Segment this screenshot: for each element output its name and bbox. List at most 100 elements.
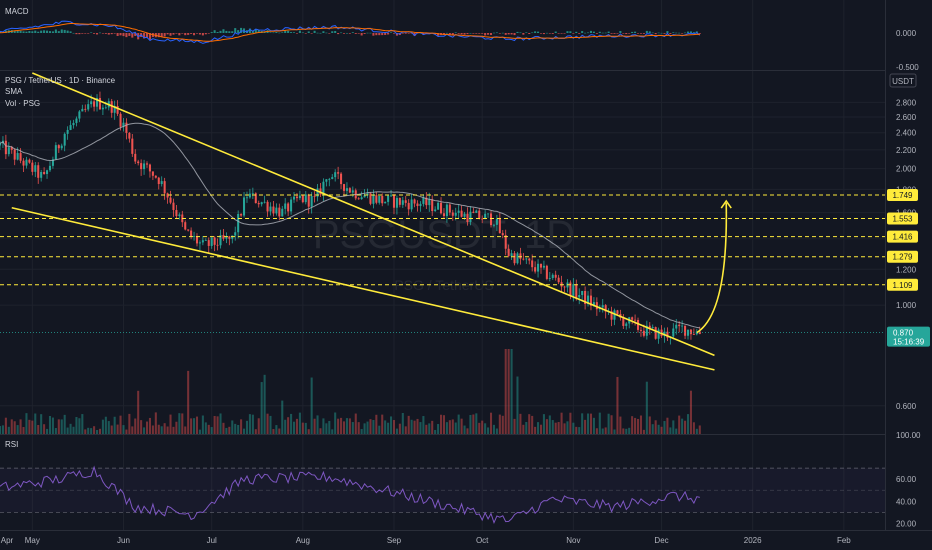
macd-histogram-bar	[654, 33, 657, 35]
currency-badge[interactable]: USDT	[892, 77, 914, 86]
sma-line	[0, 122, 700, 329]
volume-bar	[622, 428, 625, 434]
macd-histogram-bar	[201, 33, 204, 36]
volume-bar	[457, 414, 460, 434]
candle-body	[434, 209, 437, 212]
wedge-trendline[interactable]	[32, 72, 715, 357]
candle-body	[51, 159, 54, 166]
macd-pane[interactable]	[0, 20, 701, 44]
macd-axis-label: 0.000	[896, 29, 917, 38]
volume-bar	[57, 419, 60, 434]
candle-body	[613, 310, 616, 320]
volume-bar	[313, 418, 316, 434]
macd-histogram-bar	[81, 33, 84, 34]
rsi-line	[0, 465, 700, 524]
candle-body	[225, 236, 228, 239]
macd-histogram-bar	[537, 31, 540, 33]
macd-histogram-bar	[378, 33, 381, 36]
macd-histogram-bar	[93, 33, 96, 34]
macd-histogram-bar	[660, 32, 663, 34]
macd-histogram-bar	[631, 31, 634, 33]
price-pane[interactable]	[0, 72, 885, 434]
time-axis-label: Apr	[1, 536, 14, 545]
candle-body	[143, 163, 146, 170]
candle-body	[151, 171, 154, 176]
candle-body	[331, 177, 334, 179]
macd-histogram-bar	[578, 33, 581, 34]
price-axis-label: 1.000	[896, 301, 917, 310]
candle-body	[425, 197, 428, 206]
volume-bar	[366, 421, 369, 434]
macd-histogram-bar	[351, 32, 354, 33]
volume-bar	[472, 414, 475, 434]
candle-body	[692, 334, 695, 335]
volume-bar	[669, 427, 672, 434]
time-axis-label: 2026	[744, 536, 762, 545]
volume-bar	[601, 428, 604, 434]
macd-histogram-bar	[419, 32, 422, 34]
volume-bar	[557, 422, 560, 434]
macd-histogram-bar	[413, 33, 416, 37]
volume-bar	[16, 425, 19, 434]
candle-body	[345, 188, 348, 191]
candle-body	[475, 210, 478, 213]
volume-bar	[31, 420, 34, 434]
price-axis-label: 2.000	[896, 165, 917, 174]
candle-body	[295, 196, 298, 199]
macd-histogram-bar	[498, 33, 501, 34]
candle-body	[231, 235, 234, 239]
level-badge-label: 1.109	[892, 281, 913, 290]
candle-body	[228, 236, 231, 239]
sma-legend[interactable]: SMA	[5, 87, 23, 96]
macd-histogram-bar	[160, 33, 163, 37]
symbol-legend[interactable]: PSG / TetherUS · 1D · Binance	[5, 76, 116, 85]
volume-bar	[134, 418, 137, 434]
rsi-axis-label: 40.00	[896, 497, 917, 506]
volume-bar	[137, 390, 140, 434]
wedge-trendline[interactable]	[11, 206, 715, 371]
volume-bar	[172, 426, 175, 434]
macd-histogram-bar	[401, 33, 404, 34]
bar-countdown: 15:16:39	[893, 338, 925, 347]
candle-body	[369, 193, 372, 204]
macd-histogram-bar	[669, 33, 672, 34]
rsi-pane[interactable]	[0, 465, 885, 524]
currency-badge-frame[interactable]	[889, 73, 917, 88]
macd-histogram-bar	[37, 31, 40, 33]
macd-histogram-bar	[607, 31, 610, 33]
macd-histogram-bar	[281, 32, 284, 33]
candle-body	[419, 203, 422, 207]
level-badge-label: 1.416	[892, 233, 913, 242]
candle-body	[360, 197, 363, 200]
candle-body	[478, 210, 481, 219]
macd-histogram-bar	[231, 31, 234, 33]
volume-bar	[645, 381, 648, 434]
candle-body	[304, 194, 307, 203]
volume-legend[interactable]: Vol · PSG	[5, 99, 40, 108]
candle-body	[334, 172, 337, 178]
candle-body	[172, 202, 175, 211]
macd-histogram-bar	[181, 33, 184, 34]
volume-bar	[125, 429, 128, 434]
candle-body	[7, 147, 10, 155]
rsi-legend[interactable]: RSI	[5, 440, 18, 449]
candle-body	[686, 329, 690, 336]
forecast-arrow[interactable]	[696, 203, 728, 334]
macd-histogram-bar	[592, 31, 595, 33]
macd-histogram-bar	[228, 31, 231, 33]
macd-histogram-bar	[689, 31, 692, 33]
candle-body	[522, 258, 525, 260]
candle-body	[645, 325, 648, 336]
candle-body	[263, 201, 266, 203]
macd-histogram-bar	[57, 31, 60, 33]
candle-body	[487, 213, 490, 215]
macd-histogram-bar	[237, 30, 240, 33]
candle-body	[175, 210, 178, 217]
candle-body	[366, 193, 369, 196]
candle-body	[510, 253, 513, 257]
volume-bar	[225, 427, 228, 434]
volume-bar	[243, 428, 246, 434]
macd-legend[interactable]: MACD	[5, 7, 29, 16]
